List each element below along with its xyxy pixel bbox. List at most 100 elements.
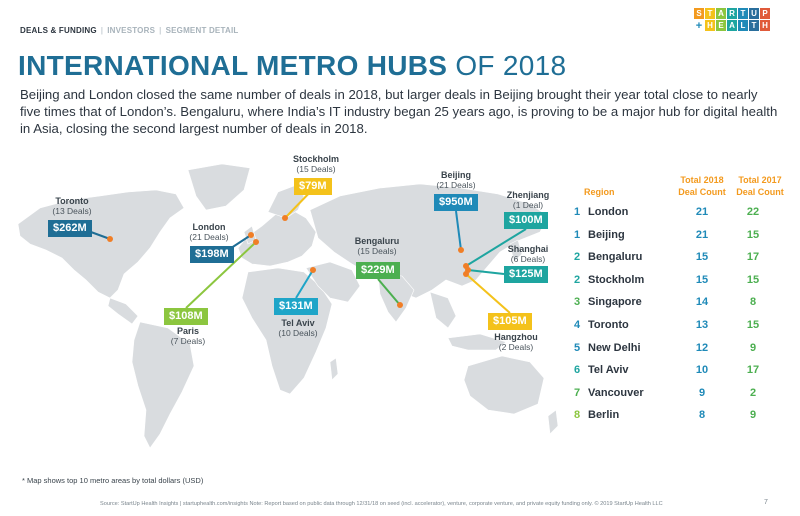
row-region: Bengaluru xyxy=(588,251,643,264)
table-row: 6 Tel Aviv 10 17 xyxy=(570,364,788,386)
landmass-india xyxy=(377,273,415,323)
nav-item-investors[interactable]: INVESTORS xyxy=(107,26,156,35)
header-region: Region xyxy=(584,187,615,197)
logo-letter: T xyxy=(705,8,715,19)
table-row: 4 Toronto 13 15 xyxy=(570,319,788,341)
table-row: 8 Berlin 8 9 xyxy=(570,409,788,431)
row-region: Tel Aviv xyxy=(588,364,629,377)
city-dot-telaviv xyxy=(310,267,316,273)
row-2018-count: 12 xyxy=(695,341,709,354)
row-region: Vancouver xyxy=(588,386,644,399)
row-2018-count: 10 xyxy=(695,364,709,377)
callout-line-paris xyxy=(185,241,257,309)
city-dot-beijing xyxy=(458,247,464,253)
row-region: New Delhi xyxy=(588,341,641,354)
landmass-japan xyxy=(509,239,523,263)
logo-letter: A xyxy=(716,8,726,19)
row-rank: 2 xyxy=(573,251,581,264)
row-2017-count: 15 xyxy=(746,228,760,241)
amount-paris: $108M xyxy=(164,308,208,325)
logo-letter: T xyxy=(738,8,748,19)
label-zhenjiang: Zhenjiang (1 Deal) xyxy=(506,190,550,210)
table-row: 2 Bengaluru 15 17 xyxy=(570,251,788,273)
logo-letter: H xyxy=(705,20,715,31)
page-subtitle: Beijing and London closed the same numbe… xyxy=(20,87,778,136)
callout-line-bengaluru xyxy=(377,278,401,306)
row-rank: 6 xyxy=(573,364,581,377)
label-london: London (21 Deals) xyxy=(189,222,229,242)
landmass-central-america xyxy=(107,297,139,325)
callout-line-hangzhou xyxy=(465,273,511,314)
nav-item-segment-detail[interactable]: SEGMENT DETAIL xyxy=(165,26,239,35)
landmass-europe xyxy=(237,209,317,267)
source-line: Source: StartUp Health Insights | startu… xyxy=(100,501,663,507)
logo-letter: L xyxy=(738,20,748,31)
table-row: 3 Singapore 14 8 xyxy=(570,296,788,318)
section-nav: DEALS & FUNDING | INVESTORS | SEGMENT DETAIL xyxy=(20,26,239,35)
row-2017-count: 17 xyxy=(746,251,760,264)
row-region: Berlin xyxy=(588,409,620,422)
row-region: London xyxy=(588,206,629,218)
callout-line-shanghai xyxy=(467,269,505,275)
callout-line-telaviv xyxy=(295,269,314,299)
label-toronto: Toronto (13 Deals) xyxy=(52,196,92,216)
footnote: * Map shows top 10 metro areas by total … xyxy=(22,476,204,485)
row-2017-count: 17 xyxy=(746,364,760,377)
row-2017-count: 22 xyxy=(746,206,760,218)
amount-bengaluru: $229M xyxy=(356,262,400,279)
label-bengaluru: Bengaluru (15 Deals) xyxy=(354,236,400,256)
table-row: 7 Vancouver 9 2 xyxy=(570,387,788,409)
row-2018-count: 15 xyxy=(695,273,709,286)
row-2018-count: 15 xyxy=(695,251,709,264)
page-title: INTERNATIONAL METRO HUBS OF 2018 xyxy=(18,50,566,82)
row-region: Stockholm xyxy=(588,273,645,286)
callout-line-beijing xyxy=(455,210,462,251)
amount-shanghai: $125M xyxy=(504,266,548,283)
amount-stockholm: $79M xyxy=(294,178,332,195)
amount-toronto: $262M xyxy=(48,220,92,237)
logo-letter: S xyxy=(694,8,704,19)
header-total-2017: Total 2017 Deal Count xyxy=(736,175,784,197)
label-shanghai: Shanghai (6 Deals) xyxy=(507,244,549,264)
logo-bottom-row: + H E A L T H xyxy=(694,20,786,32)
row-rank: 7 xyxy=(573,386,581,399)
table-row: 5 New Delhi 12 9 xyxy=(570,342,788,364)
row-2018-count: 14 xyxy=(695,296,709,309)
nav-item-deals-funding[interactable]: DEALS & FUNDING xyxy=(20,26,97,35)
city-dots xyxy=(107,215,471,308)
title-thin: OF 2018 xyxy=(447,50,567,81)
label-tel-aviv: Tel Aviv (10 Deals) xyxy=(278,318,318,338)
row-2018-count: 21 xyxy=(695,206,709,218)
label-beijing: Beijing (21 Deals) xyxy=(436,170,476,190)
row-2018-count: 21 xyxy=(695,228,709,241)
landmass-new-zealand xyxy=(547,409,559,435)
row-2017-count: 9 xyxy=(749,341,757,354)
amount-tel-aviv: $131M xyxy=(274,298,318,315)
row-2017-count: 8 xyxy=(749,296,757,309)
landmass-australia xyxy=(463,355,545,415)
logo-letter: R xyxy=(727,8,737,19)
row-region: Toronto xyxy=(588,319,629,331)
row-2018-count: 13 xyxy=(695,319,709,331)
row-rank: 2 xyxy=(573,273,581,286)
landmass-north-america xyxy=(17,189,185,299)
city-dot-toronto xyxy=(107,236,113,242)
row-2017-count: 15 xyxy=(746,319,760,331)
city-dot-stockholm xyxy=(282,215,288,221)
city-dot-bengaluru xyxy=(397,302,403,308)
logo-letter: E xyxy=(716,20,726,31)
landmass-greenland xyxy=(187,163,251,211)
landmass-southeast-asia xyxy=(429,291,457,329)
logo-letter: P xyxy=(760,8,770,19)
header-total-2018: Total 2018 Deal Count xyxy=(678,175,726,197)
row-2017-count: 15 xyxy=(746,273,760,286)
landmass-madagascar xyxy=(329,357,339,381)
row-rank: 3 xyxy=(573,296,581,309)
row-region: Beijing xyxy=(588,228,625,241)
row-rank: 1 xyxy=(573,206,581,218)
table-row: 1 London 21 22 xyxy=(570,206,788,228)
row-rank: 1 xyxy=(573,228,581,241)
row-2018-count: 9 xyxy=(698,386,706,399)
